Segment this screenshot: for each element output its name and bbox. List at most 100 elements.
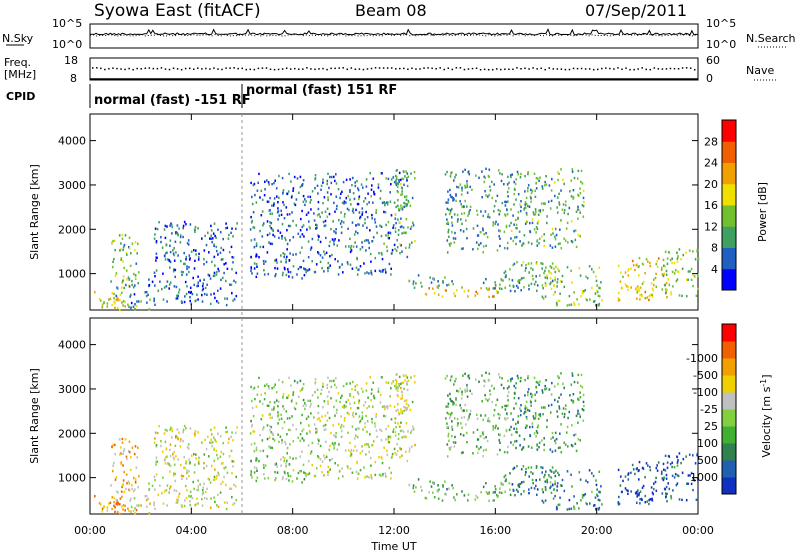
echo-cell (446, 284, 448, 287)
echo-cell (546, 215, 548, 218)
echo-cell (577, 205, 579, 208)
nsearch-dot (488, 34, 490, 36)
echo-cell (406, 388, 409, 392)
echo-cell (235, 475, 237, 479)
echo-cell (293, 406, 296, 409)
echo-cell (361, 246, 364, 249)
echo-cell (692, 454, 694, 457)
echo-cell (176, 428, 179, 431)
x-tick-label: 20:00 (581, 524, 613, 537)
echo-cell (106, 506, 109, 509)
echo-cell (582, 189, 585, 193)
echo-cell (396, 450, 399, 453)
echo-cell (595, 279, 598, 283)
echo-cell (512, 418, 514, 421)
echo-cell (124, 305, 126, 308)
echo-cell (536, 488, 539, 491)
echo-cell (251, 399, 253, 403)
nave-dot (225, 67, 227, 69)
echo-cell (365, 414, 367, 418)
echo-cell (509, 268, 511, 271)
echo-cell (566, 304, 569, 307)
echo-cell (323, 428, 326, 432)
colorbar-segment (722, 392, 736, 410)
echo-cell (204, 490, 207, 494)
echo-cell (219, 435, 222, 438)
echo-cell (545, 175, 547, 178)
echo-cell (494, 426, 497, 429)
nsearch-dot (594, 34, 596, 36)
echo-cell (222, 237, 224, 241)
echo-cell (592, 270, 595, 274)
echo-cell (301, 183, 304, 186)
echo-cell (533, 172, 536, 175)
echo-cell (292, 469, 295, 472)
echo-cell (321, 415, 323, 418)
echo-cell (327, 198, 329, 202)
echo-cell (654, 276, 657, 280)
echo-cell (110, 280, 112, 283)
echo-cell (329, 468, 331, 471)
echo-cell (186, 285, 188, 288)
echo-cell (111, 496, 114, 499)
echo-cell (313, 219, 316, 222)
echo-cell (405, 204, 408, 208)
echo-cell (671, 257, 673, 260)
echo-cell (307, 460, 310, 463)
echo-cell (250, 181, 252, 185)
nave-dot (540, 67, 542, 70)
echo-cell (663, 476, 666, 479)
echo-cell (185, 477, 188, 480)
echo-cell (350, 453, 353, 456)
echo-cell (530, 471, 532, 474)
echo-cell (469, 208, 471, 212)
echo-cell (208, 251, 210, 254)
echo-cell (467, 171, 469, 174)
echo-cell (581, 292, 584, 295)
echo-cell (437, 293, 440, 296)
nsearch-dot (579, 34, 581, 36)
echo-cell (540, 262, 543, 265)
echo-cell (223, 263, 225, 266)
echo-cell (285, 238, 287, 242)
echo-cell (326, 411, 329, 414)
echo-cell (381, 405, 384, 409)
echo-cell (617, 299, 620, 302)
echo-cell (334, 231, 337, 234)
echo-cell (447, 201, 449, 204)
echo-cell (122, 304, 124, 307)
echo-cell (662, 462, 665, 466)
echo-cell (258, 172, 260, 176)
echo-cell (515, 402, 517, 405)
echo-cell (304, 407, 306, 411)
echo-cell (446, 411, 449, 415)
nsearch-dot (232, 35, 234, 37)
echo-cell (536, 222, 539, 225)
echo-cell (573, 495, 575, 498)
nsearch-dot (318, 34, 319, 36)
echo-cell (577, 397, 579, 401)
echo-cell (126, 457, 128, 460)
echo-cell (384, 472, 387, 475)
echo-cell (194, 429, 197, 433)
echo-cell (129, 264, 132, 268)
colorbar-segment (722, 268, 736, 291)
echo-cell (571, 240, 574, 244)
echo-cell (669, 462, 672, 466)
echo-cell (348, 412, 350, 416)
echo-cell (327, 470, 329, 474)
echo-cell (270, 431, 273, 434)
echo-cell (230, 245, 233, 249)
echo-cell (205, 243, 208, 247)
echo-cell (212, 478, 215, 482)
echo-cell (527, 376, 529, 380)
echo-cell (399, 178, 402, 182)
echo-cell (288, 275, 290, 278)
echo-cell (197, 431, 199, 434)
echo-cell (108, 298, 110, 301)
echo-cell (681, 267, 684, 270)
echo-cell (493, 295, 495, 298)
echo-cell (341, 405, 344, 408)
echo-cell (520, 404, 522, 407)
echo-cell (536, 244, 539, 247)
